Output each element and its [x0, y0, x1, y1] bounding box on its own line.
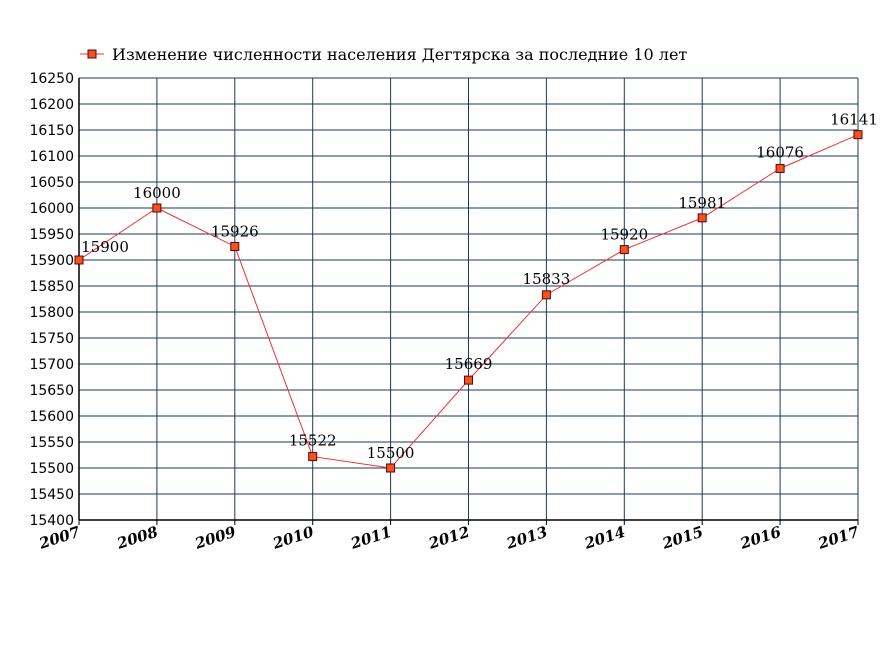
y-tick-label: 16200 [29, 97, 74, 113]
x-tick-label: 2015 [659, 523, 705, 553]
y-tick-label: 15800 [29, 305, 74, 321]
data-point [541, 290, 551, 300]
y-tick-label: 15500 [29, 461, 74, 477]
y-tick-label: 15900 [29, 253, 74, 269]
x-tick-label: 2010 [270, 523, 317, 554]
y-tick-label: 16150 [29, 123, 74, 139]
x-tick-label: 2016 [737, 523, 784, 554]
series [74, 130, 863, 473]
x-tick-label: 2008 [114, 523, 161, 554]
y-tick-label: 15700 [29, 357, 74, 373]
legend-marker-icon [87, 49, 97, 59]
y-tick-label: 15950 [29, 227, 74, 243]
data-point [464, 375, 473, 385]
y-tick-label: 16050 [29, 175, 74, 191]
data-point [697, 213, 707, 223]
data-label: 15669 [445, 355, 493, 373]
y-axis: 15400 15450 15500 15550 15600 15650 15700 15750… [29, 71, 80, 529]
data-label: 16000 [133, 184, 181, 202]
data-labels: 15900 16000 15926 15522 15500 15669 15833 15920… [81, 111, 878, 462]
data-point [853, 130, 863, 140]
data-label: 15522 [289, 432, 337, 450]
x-tick-label: 2014 [581, 523, 627, 553]
data-label: 16076 [756, 143, 804, 161]
data-label: 15920 [600, 226, 648, 244]
data-label: 15500 [367, 444, 415, 462]
data-point [230, 241, 240, 251]
data-label: 15900 [81, 238, 129, 256]
data-point [619, 245, 629, 255]
y-tick-label: 16100 [29, 149, 74, 165]
x-axis: 2007 2008 2009 2010 2011 2012 2013 2014 2015 2016… [36, 519, 862, 554]
y-tick-label: 16250 [29, 71, 74, 87]
y-tick-label: 16000 [29, 201, 74, 217]
data-label: 15981 [678, 194, 726, 212]
legend: Изменение численности населения Дегтярск… [80, 45, 687, 64]
x-tick-label: 2013 [503, 523, 549, 553]
data-point [152, 203, 162, 213]
data-point [74, 255, 84, 265]
data-label: 15926 [211, 222, 259, 240]
y-tick-label: 15850 [29, 279, 74, 295]
grid [78, 77, 859, 521]
y-tick-label: 15550 [29, 435, 74, 451]
y-tick-label: 15650 [29, 383, 74, 399]
data-point [386, 463, 396, 473]
legend-label: Изменение численности населения Дегтярск… [112, 45, 687, 64]
x-tick-label: 2012 [426, 523, 472, 553]
x-tick-label: 2011 [348, 523, 394, 553]
x-tick-label: 2017 [815, 523, 862, 554]
x-tick-label: 2009 [192, 523, 239, 554]
y-tick-label: 15750 [29, 331, 74, 347]
data-point [308, 452, 318, 462]
y-tick-label: 15400 [29, 513, 74, 529]
data-label: 16141 [830, 111, 878, 129]
data-point [775, 163, 785, 173]
y-tick-label: 15600 [29, 409, 74, 425]
data-label: 15833 [523, 270, 571, 288]
y-tick-label: 15450 [29, 487, 74, 503]
